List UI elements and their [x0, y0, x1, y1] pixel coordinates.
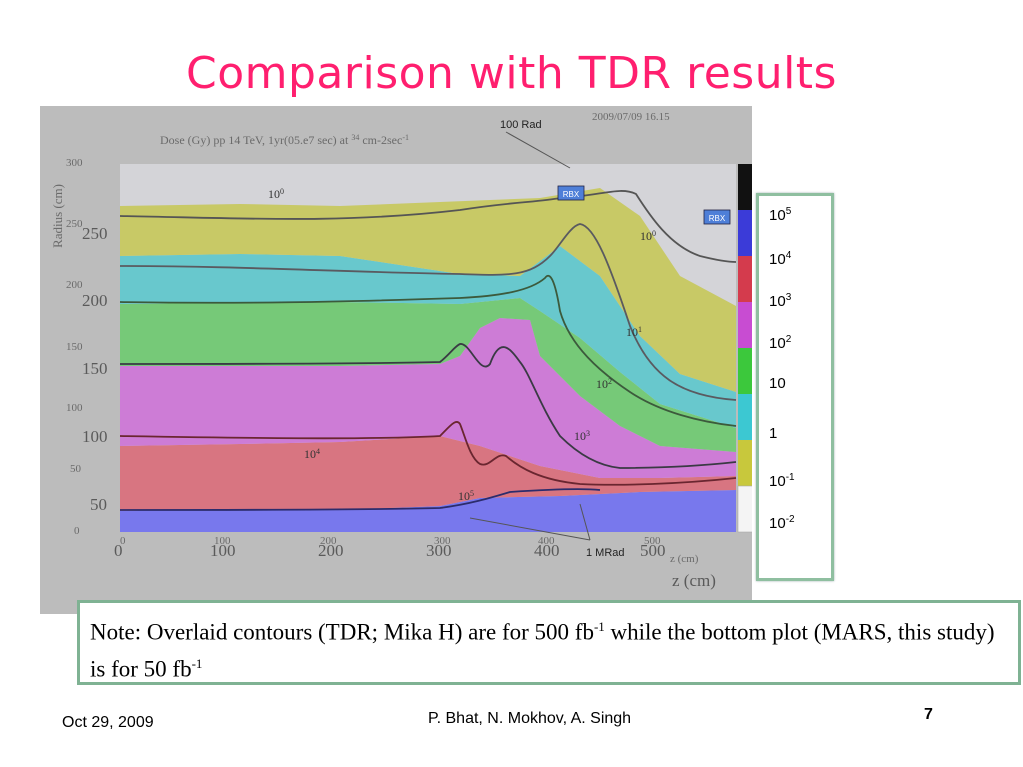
contour-label-1e0-b: 100 [640, 229, 656, 244]
annotation-arrows [469, 131, 591, 541]
y-tick-faded-50: 50 [70, 463, 82, 475]
legend-label-1e5: 105 [769, 206, 792, 224]
legend-label-1: 1 [769, 425, 778, 442]
note-text-1: Note: Overlaid contours (TDR; Mika H) ar… [90, 619, 594, 645]
contour-1e3 [119, 343, 737, 469]
note-text-2: while the bottom plot (MARS, this study)… [90, 619, 995, 682]
x-ticks: 0 100 200 300 400 500 [114, 541, 666, 560]
colorbar [737, 164, 752, 533]
contour-label-1e0-a: 100 [268, 187, 284, 202]
y-tick-250: 250 [82, 224, 108, 243]
contour-1e1 [119, 223, 737, 401]
footer-authors: P. Bhat, N. Mokhov, A. Singh [428, 710, 632, 727]
x-axis-title: z (cm) [672, 571, 716, 590]
note-sup-2: -1 [191, 655, 203, 671]
y-tick-faded-100: 100 [66, 402, 83, 414]
x-tick-faded-500: 500 [644, 535, 661, 547]
legend-label-10: 10 [769, 375, 786, 392]
annotation-1mrad: 1 MRad [586, 547, 625, 559]
rbx-label-2: RBX [709, 214, 726, 223]
legend-label-1e-1: 10-1 [769, 472, 795, 490]
rbx-box-1 [557, 185, 585, 201]
y-tick-faded-200: 200 [66, 279, 83, 291]
contour-1e4 [119, 421, 737, 486]
legend-label-1e-2: 10-2 [769, 514, 795, 532]
contour-value-labels: 100 100 101 102 103 104 105 [268, 187, 656, 504]
y-tick-faded-250: 250 [66, 218, 83, 230]
footer-date: Oct 29, 2009 [62, 714, 154, 731]
x-axis-title-faded: z (cm) [670, 553, 699, 565]
dose-plot: RBX RBX Dose (Gy) pp 14 TeV, 1yr(05.e7 s… [40, 106, 752, 614]
x-ticks-faded: 0 100 200 300 400 500 [120, 535, 661, 547]
legend-label-1e4: 104 [769, 250, 792, 268]
annotation-100rad: 100 Rad [500, 119, 542, 131]
y-tick-150: 150 [82, 359, 108, 378]
band-yellow [120, 188, 736, 392]
band-cyan [120, 246, 736, 428]
band-green [120, 298, 736, 452]
note-sup-1: -1 [593, 619, 605, 634]
rbx-label-1: RBX [563, 190, 580, 199]
arrow-1mrad-b [469, 517, 591, 541]
note-box: Note: Overlaid contours (TDR; Mika H) ar… [77, 600, 1021, 685]
colorbar-magenta [738, 302, 752, 348]
colorbar-cyan [738, 394, 752, 440]
colorbar-white [737, 485, 752, 533]
band-blue [120, 490, 736, 532]
contour-label-1e5: 105 [458, 489, 474, 504]
legend-label-1e2: 102 [769, 334, 792, 352]
x-tick-faded-300: 300 [434, 535, 451, 547]
colorbar-legend: 105 104 103 102 10 1 10-1 10-2 [756, 193, 834, 581]
plot-header: Dose (Gy) pp 14 TeV, 1yr(05.e7 sec) at 3… [160, 133, 409, 148]
x-tick-faded-0: 0 [120, 535, 126, 547]
arrow-1mrad [579, 503, 591, 541]
x-tick-200: 200 [318, 541, 344, 560]
colorbar-yellow [738, 440, 752, 486]
x-tick-faded-100: 100 [214, 535, 231, 547]
contour-label-1e4: 104 [304, 447, 320, 462]
x-tick-0: 0 [114, 541, 123, 560]
y-tick-100: 100 [82, 427, 108, 446]
y-tick-faded-0: 0 [74, 525, 80, 537]
x-tick-faded-400: 400 [538, 535, 555, 547]
x-tick-faded-200: 200 [320, 535, 337, 547]
y-ticks: 250 200 150 100 50 [82, 224, 108, 514]
x-tick-400: 400 [534, 541, 560, 560]
rbx-boxes: RBX RBX [557, 185, 731, 225]
rbx-box-2 [703, 209, 731, 225]
y-tick-200: 200 [82, 291, 108, 310]
slide-title: Comparison with TDR results [186, 48, 837, 99]
y-axis-title: Radius (cm) [50, 184, 65, 248]
colorbar-green [738, 348, 752, 394]
y-tick-50: 50 [90, 495, 107, 514]
y-ticks-faded: 300 250 200 150 100 50 0 [66, 157, 83, 537]
contour-label-1e1: 101 [626, 325, 642, 340]
x-tick-500: 500 [640, 541, 666, 560]
plot-timestamp: 2009/07/09 16.15 [592, 111, 670, 123]
x-tick-300: 300 [426, 541, 452, 560]
page-number: 7 [924, 706, 933, 723]
legend-label-1e3: 103 [769, 292, 792, 310]
colorbar-blue [738, 210, 752, 256]
contour-1e5 [119, 488, 601, 511]
contour-1e2 [119, 274, 737, 427]
colorbar-black [738, 164, 752, 210]
colorbar-red [738, 256, 752, 302]
contour-label-1e2: 102 [596, 377, 612, 392]
arrow-100rad [505, 131, 571, 169]
y-tick-faded-300: 300 [66, 157, 83, 169]
band-red [120, 436, 736, 511]
x-tick-100: 100 [210, 541, 236, 560]
y-tick-faded-150: 150 [66, 341, 83, 353]
contour-label-1e3: 103 [574, 429, 590, 444]
